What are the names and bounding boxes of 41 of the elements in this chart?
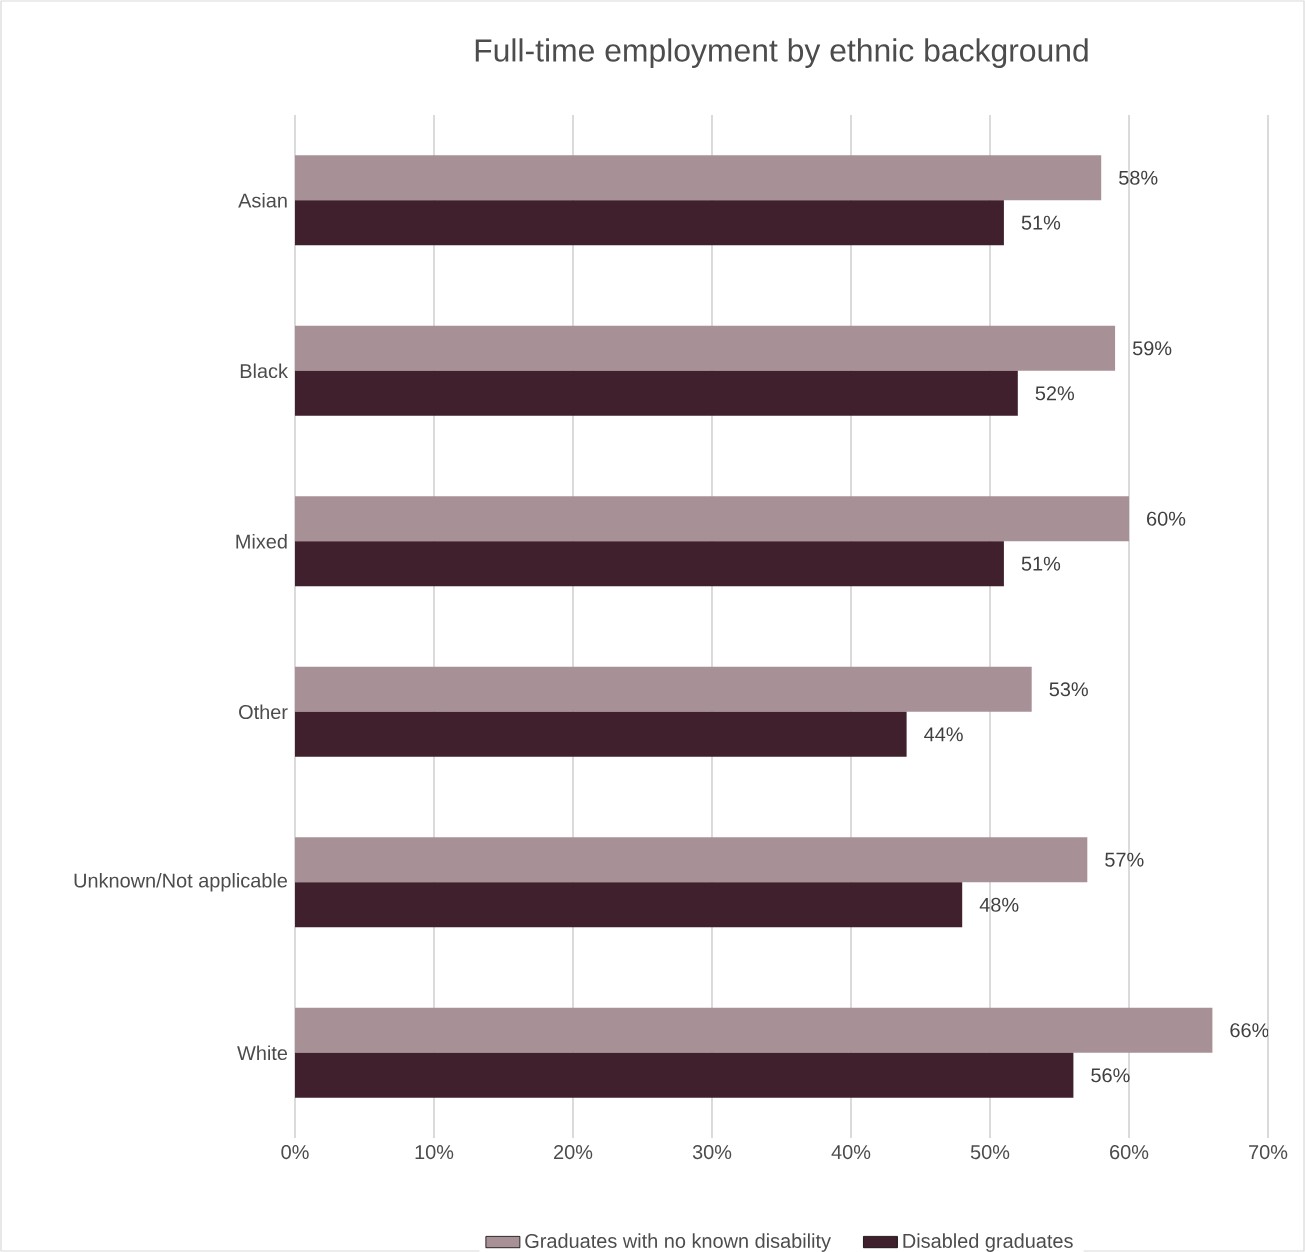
chart-title: Full-time employment by ethnic background (475, 38, 1088, 69)
bar (295, 882, 963, 928)
bar (295, 711, 907, 757)
data-label: 44% (924, 727, 963, 742)
data-label: 57% (1105, 852, 1144, 867)
y-tick-label: Mixed (236, 533, 287, 549)
x-tick-label: 10% (415, 1145, 454, 1160)
legend-label: Disabled graduates (903, 1233, 1073, 1252)
data-label: 51% (1021, 215, 1061, 230)
y-tick-label: Black (240, 363, 288, 379)
bar (295, 200, 1004, 246)
x-tick-label: 20% (554, 1145, 593, 1160)
x-tick-label: 30% (692, 1145, 732, 1160)
bar (295, 837, 1088, 883)
data-label: 66% (1230, 1023, 1269, 1038)
y-tick-label: Asian (238, 192, 287, 208)
x-tick-label: 40% (831, 1145, 871, 1160)
x-tick-label: 60% (1110, 1145, 1149, 1160)
x-tick-label: 0% (281, 1145, 309, 1160)
y-tick-label: Unknown/Not applicable (74, 872, 287, 892)
bar (295, 1052, 1074, 1098)
bar (295, 1007, 1213, 1053)
y-tick-label: Other (239, 704, 288, 720)
bar (295, 541, 1004, 587)
data-label: 53% (1049, 682, 1088, 697)
data-label: 51% (1021, 556, 1061, 571)
bar (295, 325, 1116, 371)
data-label: 58% (1119, 170, 1158, 185)
bar (295, 155, 1102, 201)
data-label: 59% (1132, 341, 1172, 356)
data-label: 56% (1091, 1068, 1130, 1083)
legend-label: Graduates with no known disability (525, 1233, 831, 1252)
data-label: 60% (1147, 511, 1186, 526)
bar (295, 496, 1130, 542)
data-label: 48% (979, 897, 1019, 912)
data-label: 52% (1035, 386, 1075, 401)
x-tick-label: 50% (970, 1145, 1010, 1160)
bar (295, 666, 1032, 712)
x-tick-label: 70% (1249, 1145, 1288, 1160)
bar (295, 370, 1018, 416)
y-tick-label: White (237, 1045, 288, 1061)
